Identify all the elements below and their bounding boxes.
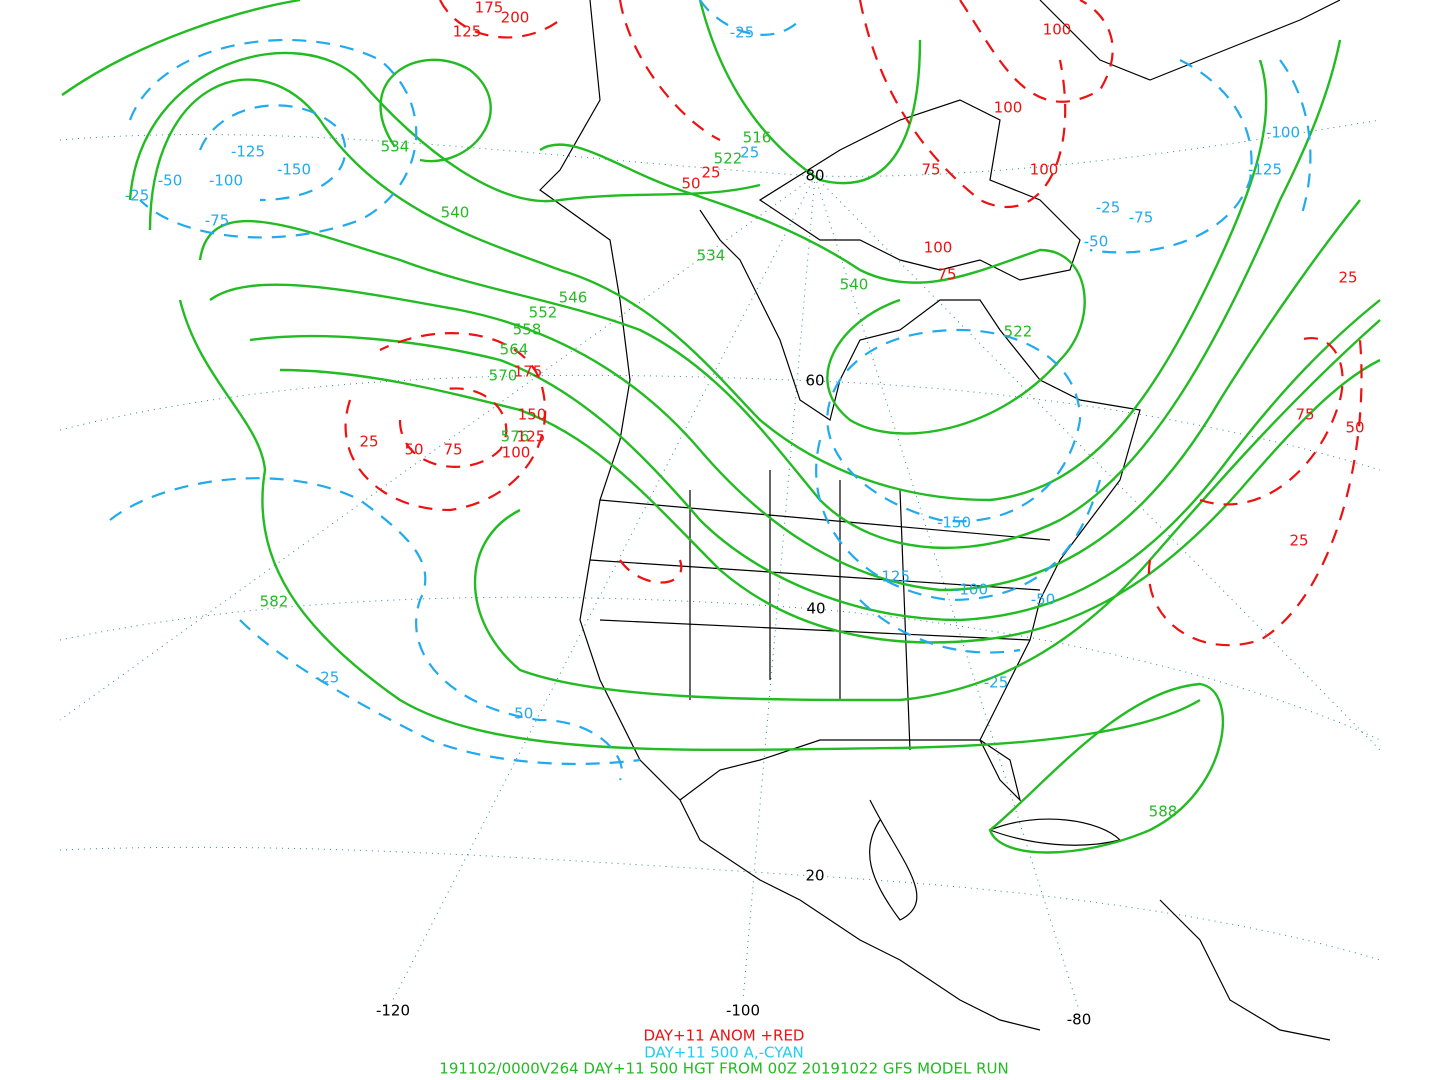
height-label: 540 (840, 276, 869, 294)
positive-anomaly-label: 100 (1030, 161, 1059, 179)
longitude-label: -100 (726, 1002, 760, 1020)
positive-anomaly-contours (344, 0, 1363, 647)
negative-anomaly-contours (109, 0, 1312, 781)
height-label: 522 (1004, 323, 1033, 341)
graticule (59, 119, 1381, 1011)
positive-anomaly-label: 75 (443, 441, 462, 459)
negative-anomaly-label: -150 (937, 514, 971, 532)
negative-anomaly-label: -50 (1084, 233, 1109, 251)
latitude-label: 40 (806, 600, 825, 618)
negative-anomaly-label: -100 (954, 581, 988, 599)
negative-anomaly-label: -100 (1266, 124, 1300, 142)
negative-anomaly-label: -25 (125, 187, 150, 205)
negative-anomaly-label: -25 (735, 144, 760, 162)
height-label: 516 (743, 129, 772, 147)
negative-anomaly-label: -125 (231, 143, 265, 161)
negative-anomaly-label: -50 (158, 172, 183, 190)
height-label: 546 (559, 289, 588, 307)
positive-anomaly-label: 50 (404, 441, 423, 459)
negative-anomaly-label: -75 (1129, 209, 1154, 227)
positive-anomaly-label: 175 (514, 363, 543, 381)
negative-anomaly-label: -25 (1096, 199, 1121, 217)
negative-anomaly-label: -25 (730, 24, 755, 42)
positive-anomaly-label: 100 (1043, 21, 1072, 39)
positive-anomaly-label: 100 (502, 444, 531, 462)
legend-negative: DAY+11 500 A,-CYAN (644, 1044, 804, 1062)
longitude-label: -120 (376, 1002, 410, 1020)
positive-anomaly-label: 125 (453, 23, 482, 41)
positive-anomaly-label: 25 (701, 164, 720, 182)
positive-anomaly-label: 75 (937, 266, 956, 284)
negative-anomaly-label: -125 (876, 568, 910, 586)
height-label: 570 (489, 367, 518, 385)
height-contours (61, 0, 1381, 854)
positive-anomaly-label: 25 (1338, 269, 1357, 287)
latitude-label: 60 (805, 372, 824, 390)
height-label: 588 (1149, 803, 1178, 821)
negative-anomaly-label: -50 (1031, 591, 1056, 609)
negative-anomaly-label: -50 (509, 705, 534, 723)
height-label: 564 (500, 341, 529, 359)
coastlines (539, 0, 1341, 1041)
positive-anomaly-label: 50 (681, 175, 700, 193)
height-label: 576 (501, 428, 530, 446)
positive-anomaly-label: 200 (501, 9, 530, 27)
negative-anomaly-label: -25 (984, 674, 1009, 692)
height-label: 558 (513, 321, 542, 339)
negative-anomaly-label: -75 (205, 212, 230, 230)
height-label: 534 (697, 247, 726, 265)
positive-anomaly-label: 75 (1295, 406, 1314, 424)
height-label: 534 (381, 138, 410, 156)
negative-anomaly-label: -150 (277, 161, 311, 179)
positive-anomaly-label: 50 (1345, 419, 1364, 437)
latitude-label: 80 (805, 167, 824, 185)
height-label: 582 (260, 593, 289, 611)
height-label: 552 (529, 304, 558, 322)
positive-anomaly-label: 175 (475, 0, 504, 17)
positive-anomaly-label: 100 (994, 99, 1023, 117)
height-label: 540 (441, 204, 470, 222)
positive-anomaly-label: 125 (517, 428, 546, 446)
positive-anomaly-label: 100 (924, 239, 953, 257)
positive-anomaly-label: 150 (518, 406, 547, 424)
positive-anomaly-label: 75 (921, 161, 940, 179)
negative-anomaly-label: -100 (209, 172, 243, 190)
latitude-label: 20 (805, 867, 824, 885)
longitude-label: -80 (1067, 1011, 1092, 1029)
negative-anomaly-label: -125 (1248, 161, 1282, 179)
height-label: 522 (714, 150, 743, 168)
positive-anomaly-label: 25 (359, 433, 378, 451)
legend-positive: DAY+11 ANOM +RED (644, 1027, 805, 1045)
run-info: 191102/0000V264 DAY+11 500 HGT FROM 00Z … (439, 1060, 1008, 1078)
negative-anomaly-label: -25 (315, 669, 340, 687)
positive-anomaly-label: 25 (1289, 532, 1308, 550)
